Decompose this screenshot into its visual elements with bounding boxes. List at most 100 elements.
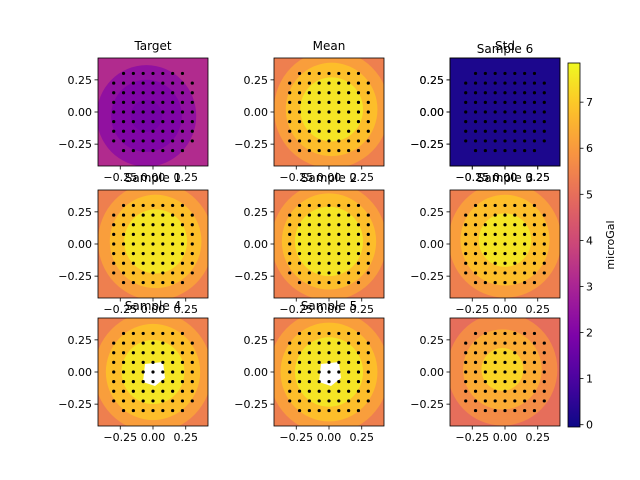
station-dot xyxy=(464,110,468,114)
y-tick-label: 0.25 xyxy=(68,74,93,87)
station-dot xyxy=(307,203,311,208)
station-dot xyxy=(131,341,135,345)
station-dot xyxy=(337,351,341,355)
station-dot xyxy=(180,408,185,413)
station-dot xyxy=(493,360,497,364)
station-dot xyxy=(317,203,321,208)
station-dot xyxy=(317,100,321,104)
station-dot xyxy=(473,91,478,95)
station-dot xyxy=(151,91,155,95)
station-dot xyxy=(190,399,194,403)
station-dot xyxy=(141,120,145,124)
station-dot xyxy=(151,380,155,384)
station-dot xyxy=(337,213,341,217)
station-dot xyxy=(356,203,361,208)
station-dot xyxy=(366,271,370,275)
station-dot xyxy=(288,110,292,114)
station-dot xyxy=(327,223,331,227)
station-dot xyxy=(307,71,311,76)
station-dot xyxy=(112,271,116,275)
station-dot xyxy=(161,129,165,133)
station-dot xyxy=(131,213,135,217)
station-dot xyxy=(532,81,537,85)
station-dot xyxy=(503,232,507,236)
station-dot xyxy=(327,351,331,355)
station-dot xyxy=(503,120,507,124)
station-dot xyxy=(523,71,527,76)
station-dot xyxy=(307,360,311,364)
station-dot xyxy=(337,380,341,384)
station-dot xyxy=(297,203,302,208)
station-dot xyxy=(131,129,135,133)
station-dot xyxy=(141,380,145,384)
station-dot xyxy=(141,331,145,336)
station-dot xyxy=(523,280,527,285)
x-tick-label: −0.25 xyxy=(103,171,137,184)
station-dot xyxy=(288,389,292,393)
station-dot xyxy=(131,252,135,256)
station-dot xyxy=(513,360,517,364)
station-dot xyxy=(307,139,311,143)
station-dot xyxy=(161,213,165,217)
station-dot xyxy=(317,110,321,114)
station-dot xyxy=(161,408,165,413)
station-dot xyxy=(483,408,487,413)
station-dot xyxy=(327,261,331,265)
station-dot xyxy=(121,120,126,124)
panel-2: −0.25 0.00 0.25 0.25 0.00 −0.25 Std xyxy=(410,39,561,184)
station-dot xyxy=(493,408,497,413)
station-dot xyxy=(503,399,507,403)
x-tick-label: 0.25 xyxy=(349,303,374,316)
station-dot xyxy=(464,242,468,246)
station-dot xyxy=(366,120,370,124)
station-dot xyxy=(190,100,194,104)
station-dot xyxy=(190,81,194,85)
station-dot xyxy=(307,213,311,217)
station-dot xyxy=(327,399,331,403)
station-dot xyxy=(131,203,135,208)
station-dot xyxy=(513,203,517,208)
station-dot xyxy=(473,360,478,364)
station-dot xyxy=(532,242,537,246)
station-dot xyxy=(317,81,321,85)
station-dot xyxy=(503,81,507,85)
station-dot xyxy=(171,139,175,143)
station-dot xyxy=(542,110,546,114)
station-dot xyxy=(493,271,497,275)
station-dot xyxy=(532,341,537,345)
station-dot xyxy=(337,120,341,124)
panel-title: Sample 5 xyxy=(301,299,357,313)
station-dot xyxy=(171,148,175,153)
station-dot xyxy=(288,341,292,345)
station-dot xyxy=(493,100,497,104)
y-tick-label: 0.25 xyxy=(420,206,445,219)
station-dot xyxy=(190,341,194,345)
station-dot xyxy=(317,71,321,76)
station-dot xyxy=(121,100,126,104)
station-dot xyxy=(180,280,185,285)
station-dot xyxy=(503,331,507,336)
y-tick-label: −0.25 xyxy=(410,398,444,411)
station-dot xyxy=(131,280,135,285)
station-dot xyxy=(121,213,126,217)
station-dot xyxy=(513,129,517,133)
station-dot xyxy=(513,232,517,236)
station-dot xyxy=(523,271,527,275)
colorbar-tick-label: 6 xyxy=(586,142,593,155)
x-tick-label: 0.25 xyxy=(173,303,198,316)
station-dot xyxy=(121,399,126,403)
station-dot xyxy=(513,81,517,85)
station-dot xyxy=(112,380,116,384)
station-dot xyxy=(171,203,175,208)
station-dot xyxy=(337,252,341,256)
station-dot xyxy=(356,380,361,384)
station-dot xyxy=(141,71,145,76)
station-dot xyxy=(347,351,351,355)
station-dot xyxy=(366,380,370,384)
station-dot xyxy=(366,242,370,246)
station-dot xyxy=(121,408,126,413)
station-dot xyxy=(473,389,478,393)
station-dot xyxy=(503,203,507,208)
station-dot xyxy=(151,331,155,336)
station-dot xyxy=(121,203,126,208)
